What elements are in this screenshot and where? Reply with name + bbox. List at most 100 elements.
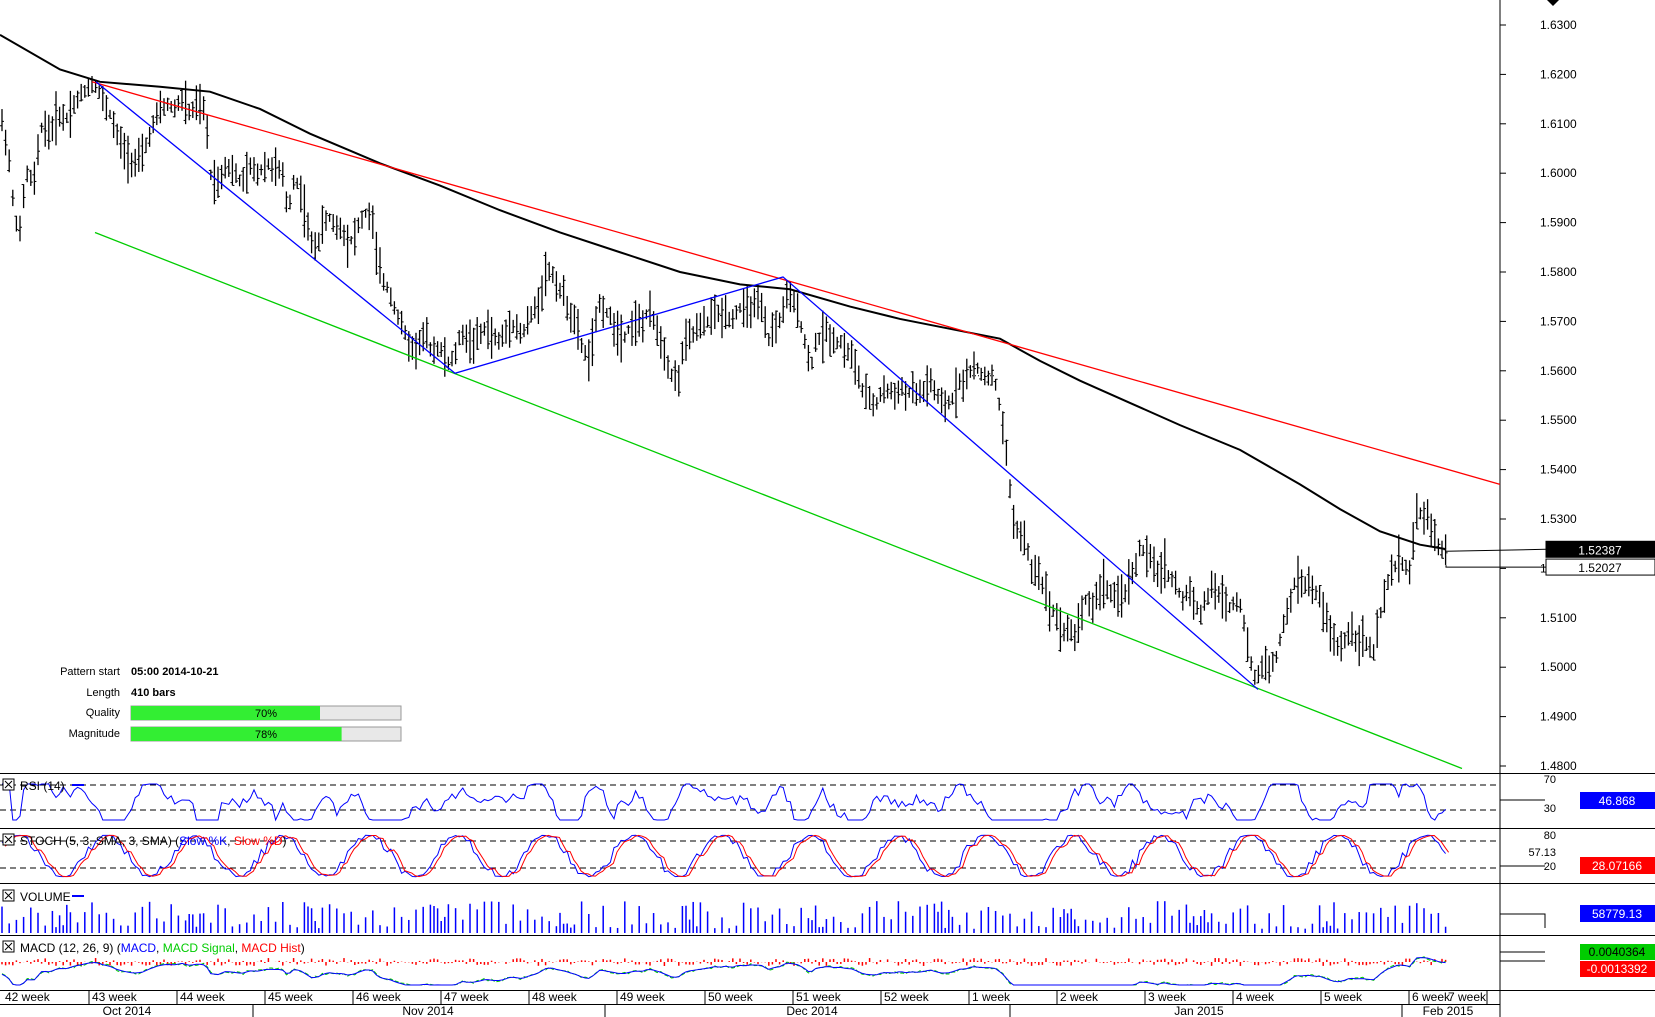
price-bar [1440,540,1444,559]
price-bar [612,313,616,347]
price-bar [342,224,346,247]
price-bar [1112,581,1117,609]
price-bar [439,342,444,358]
price-bar [842,332,847,368]
price-bar [1220,575,1225,619]
price-bar [867,385,872,410]
price-bar [684,318,688,361]
price-bar [133,148,138,177]
macd-line [1,957,1446,986]
price-bar [633,300,638,346]
price-tick-label: 1.5700 [1540,314,1577,328]
price-bar [1234,592,1239,612]
price-bar [126,135,130,184]
price-bar [874,397,879,410]
price-bar [295,177,300,190]
week-label: 4 week [1236,990,1275,1004]
price-bar [666,355,670,379]
price-bar [838,335,843,349]
rsi-panel: RSI (14) 70 30 46.868 [0,774,1655,822]
price-bar [1008,479,1012,499]
stoch-value-box [1580,857,1655,874]
price-bar [943,390,948,423]
price-bar [1317,585,1322,608]
price-bar [0,109,4,132]
price-bar [712,294,717,330]
price-bar [68,90,73,138]
price-bar [648,290,652,327]
week-label: 50 week [708,990,754,1004]
price-bar [568,302,573,333]
pattern-zigzag-line [95,81,1259,690]
price-bar [1065,614,1070,642]
price-bar [385,281,390,293]
price-bar [1083,594,1088,605]
price-bar [964,358,969,390]
price-bar [637,303,642,337]
price-bar [968,365,973,378]
price-bar [622,331,627,343]
price-bar [856,365,861,389]
price-bar [1087,591,1092,617]
price-bar [1101,558,1106,609]
price-bar [298,175,303,213]
price-bar [1314,585,1318,601]
price-bar [795,293,800,328]
price-bar [709,297,714,335]
price-bar [262,151,267,183]
week-label: 45 week [268,990,314,1004]
price-bar [514,314,519,340]
price-bar [1306,566,1311,597]
price-bar [781,296,786,324]
price-bar [608,306,613,325]
price-bar [356,217,361,234]
price-bar [1098,574,1102,611]
price-bar [1425,499,1430,530]
price-bar [810,356,814,370]
price-bar [489,316,494,359]
price-bar [925,365,930,407]
quality-value: 70% [255,708,277,720]
price-bar [1155,560,1160,588]
price-bar [1011,504,1016,539]
pattern-start-label: Pattern start [60,666,120,678]
price-bar [1382,579,1387,613]
price-bar [871,393,876,417]
price-bar [734,305,739,320]
price-bar [381,273,386,291]
price-bar [882,375,886,404]
price-bar [212,159,217,205]
price-bar [309,231,314,254]
macd-panel: MACD (12, 26, 9) (MACD, MACD Signal, MAC… [1,940,1655,986]
price-bar [1346,622,1351,646]
price-bar [421,322,426,352]
magnitude-value: 78% [255,729,277,741]
price-bar [1357,625,1362,667]
price-bar [525,306,530,335]
price-bar [846,342,850,361]
price-bar [1069,619,1074,642]
price-bar [259,164,264,176]
price-bar [1292,577,1297,591]
price-bar [554,271,559,302]
price-bar [172,99,177,118]
price-bar [1252,669,1257,685]
price-bar [604,308,609,318]
price-bar [190,101,195,119]
price-bar [255,163,260,186]
price-bar [158,90,163,124]
price-bar [288,194,292,210]
price-bar [302,184,307,238]
week-label: 6 week [1412,990,1451,1004]
price-bar [702,305,706,336]
price-bar [136,137,141,173]
price-tick-label: 1.5000 [1540,660,1577,674]
price-bar [1242,614,1246,632]
week-label: 42 week [5,990,51,1004]
month-label: Dec 2014 [786,1004,838,1017]
price-bar [1296,555,1300,604]
quality-bar-fill [131,706,320,720]
week-label: 3 week [1148,990,1187,1004]
price-bar [500,324,505,347]
price-bar [1116,575,1120,617]
